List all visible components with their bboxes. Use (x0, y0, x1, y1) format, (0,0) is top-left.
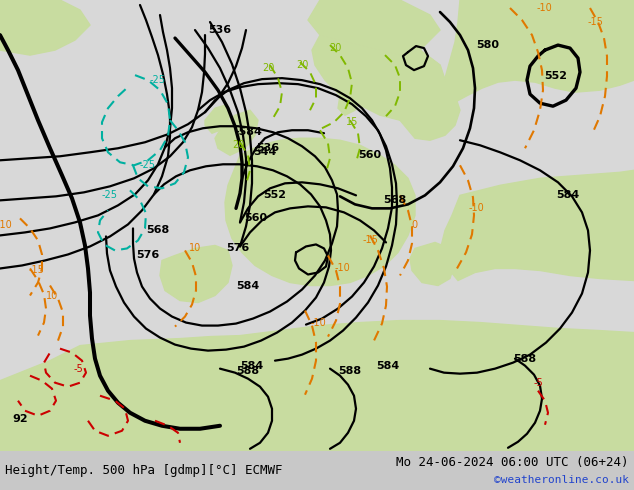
Text: Height/Temp. 500 hPa [gdmp][°C] ECMWF: Height/Temp. 500 hPa [gdmp][°C] ECMWF (5, 464, 283, 477)
Text: -15: -15 (587, 17, 603, 27)
Polygon shape (308, 0, 440, 55)
Polygon shape (205, 105, 230, 133)
Text: 560: 560 (245, 213, 268, 223)
Text: 0: 0 (411, 220, 417, 230)
Polygon shape (225, 138, 415, 286)
Text: -584: -584 (234, 127, 262, 137)
Text: -5: -5 (533, 378, 543, 388)
Polygon shape (440, 171, 634, 280)
Text: 576: 576 (226, 244, 250, 253)
Text: 568: 568 (146, 225, 170, 235)
Text: 20: 20 (329, 43, 341, 53)
Text: -25: -25 (140, 160, 156, 171)
Polygon shape (215, 110, 258, 155)
Text: 15: 15 (346, 117, 358, 127)
Text: 560: 560 (358, 150, 382, 160)
Text: ©weatheronline.co.uk: ©weatheronline.co.uk (494, 475, 629, 485)
Text: 20: 20 (296, 60, 308, 70)
Text: -5: -5 (73, 364, 83, 374)
Text: -15: -15 (362, 235, 378, 245)
Text: -10: -10 (0, 220, 12, 230)
Text: 588: 588 (339, 366, 361, 376)
Polygon shape (410, 243, 455, 286)
Text: -10: -10 (334, 264, 350, 273)
Polygon shape (0, 0, 90, 55)
Text: -10: -10 (468, 203, 484, 213)
Polygon shape (338, 90, 360, 115)
Text: 552: 552 (545, 71, 567, 81)
Text: 588: 588 (514, 354, 536, 364)
Polygon shape (0, 320, 634, 451)
Text: 568: 568 (384, 196, 406, 205)
Text: 20: 20 (262, 63, 274, 73)
Polygon shape (342, 216, 380, 261)
Text: 92: 92 (12, 414, 28, 424)
Text: 584: 584 (377, 361, 399, 370)
Text: -10: -10 (536, 3, 552, 13)
Text: 576: 576 (136, 250, 160, 261)
Text: -10: -10 (310, 318, 326, 328)
Text: -25: -25 (150, 75, 166, 85)
Text: 580: 580 (477, 40, 500, 50)
Text: -25: -25 (102, 190, 118, 200)
Polygon shape (445, 0, 634, 102)
Polygon shape (560, 35, 605, 62)
Text: 20: 20 (232, 140, 244, 150)
Text: -15: -15 (28, 266, 44, 275)
Text: 10: 10 (189, 244, 201, 253)
Text: 584: 584 (240, 361, 264, 370)
Text: 584: 584 (557, 190, 579, 200)
Text: 552: 552 (264, 190, 287, 200)
Text: 544: 544 (254, 147, 276, 157)
Text: 536: 536 (209, 25, 231, 35)
Polygon shape (312, 35, 445, 120)
Polygon shape (355, 45, 460, 140)
Text: 536: 536 (256, 143, 280, 153)
Text: 10: 10 (46, 291, 58, 300)
Text: Mo 24-06-2024 06:00 UTC (06+24): Mo 24-06-2024 06:00 UTC (06+24) (396, 456, 629, 469)
Text: 584: 584 (236, 280, 260, 291)
Polygon shape (160, 245, 232, 302)
Text: 588: 588 (236, 366, 259, 376)
